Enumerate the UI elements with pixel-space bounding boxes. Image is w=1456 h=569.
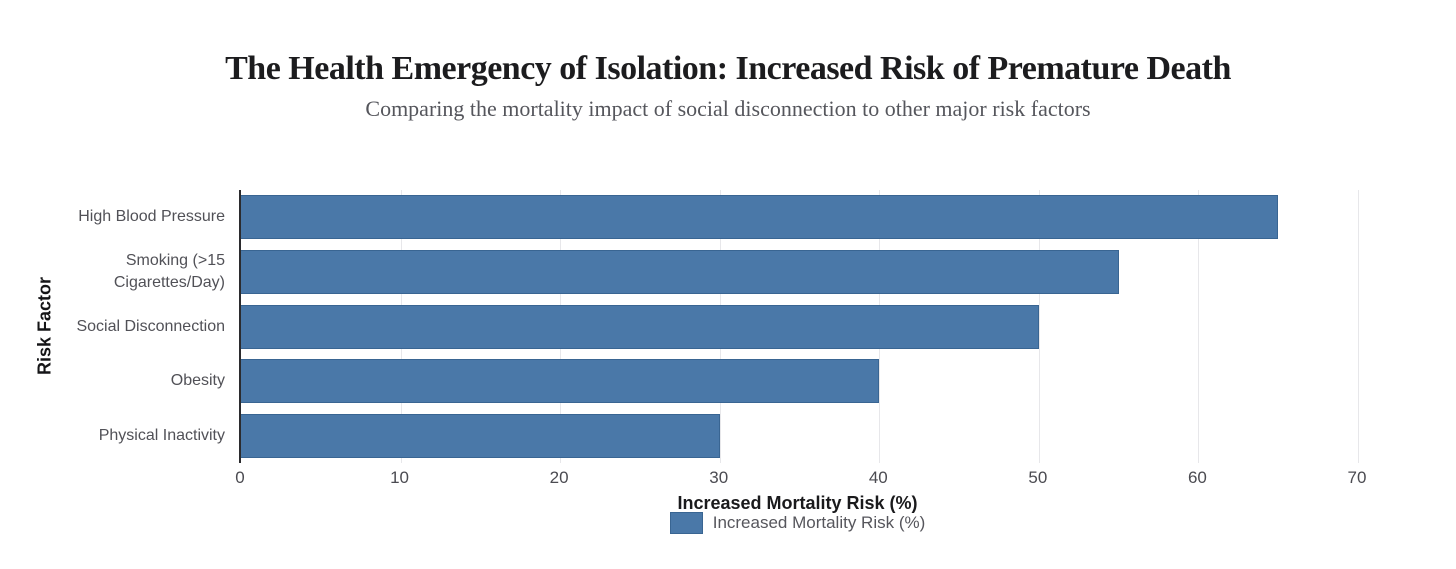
x-tick-label: 10 — [390, 468, 410, 487]
x-tick-label: 20 — [549, 468, 569, 487]
chart-title: The Health Emergency of Isolation: Incre… — [225, 50, 1231, 87]
legend-swatch — [669, 512, 703, 534]
y-tick-label: High Blood Pressure — [78, 208, 225, 226]
gridline — [1198, 190, 1200, 463]
y-tick-label: Physical Inactivity — [98, 426, 225, 444]
y-tick-label: Smoking (>15 Cigarettes/Day) — [113, 251, 225, 291]
x-tick-label: 0 — [235, 468, 245, 487]
gridline — [1038, 190, 1040, 463]
legend-label: Increased Mortality Risk (%) — [712, 513, 926, 532]
y-tick-label: Obesity — [170, 372, 225, 390]
x-tick-label: 60 — [1187, 468, 1207, 487]
y-tick-label: Social Disconnection — [76, 317, 225, 335]
legend: Increased Mortality Risk (%) — [239, 512, 1356, 534]
x-tick-label: 30 — [709, 468, 729, 487]
bar-high-blood-pressure — [241, 195, 1279, 240]
gridline — [1358, 190, 1359, 463]
plot-area — [239, 190, 1359, 463]
chart-subtitle: Comparing the mortality impact of social… — [365, 96, 1091, 121]
x-tick-label: 50 — [1028, 468, 1048, 487]
bar-smoking-15-cigarettes-day — [241, 249, 1119, 294]
bar-obesity — [241, 359, 880, 404]
x-axis-title: Increased Mortality Risk (%) — [677, 493, 918, 513]
x-axis-tick-labels: 0 10 20 30 40 50 60 70 — [235, 468, 1366, 490]
x-tick-label: 70 — [1347, 468, 1367, 487]
bar-physical-inactivity — [241, 413, 720, 458]
y-axis-tick-labels: High Blood Pressure Smoking (>15 Cigarett… — [0, 190, 231, 463]
bar-social-disconnection — [241, 304, 1039, 349]
x-tick-label: 40 — [868, 468, 888, 487]
